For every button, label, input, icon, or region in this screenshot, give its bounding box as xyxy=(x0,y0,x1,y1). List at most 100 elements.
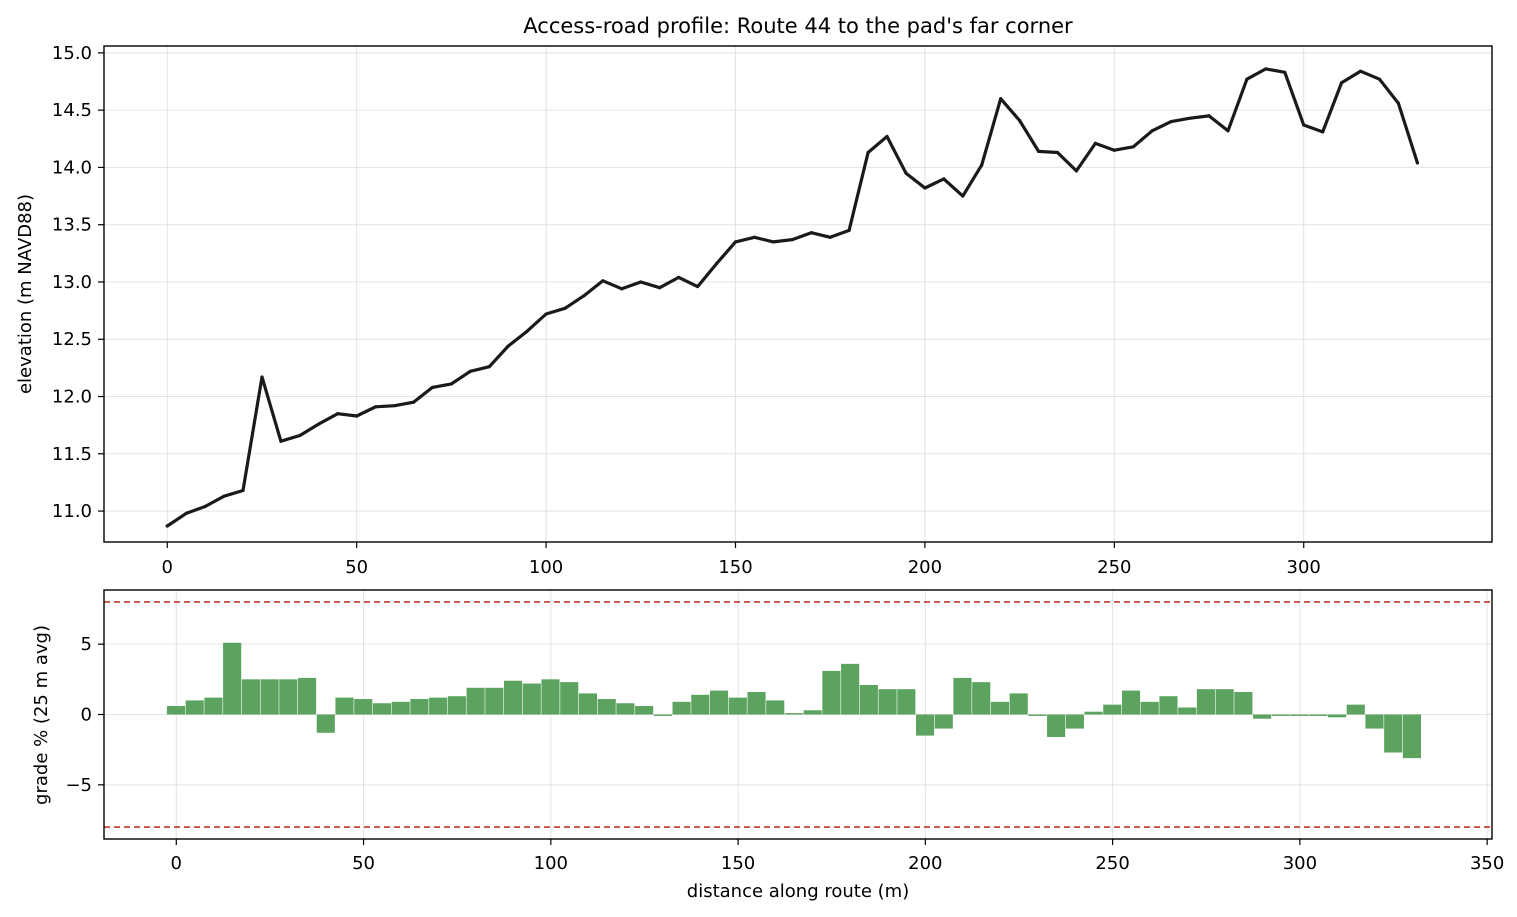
elevation-y-tick-label-0: 11.0 xyxy=(52,501,92,522)
grade-bar-3 xyxy=(223,642,242,715)
grade-bar-10 xyxy=(354,699,373,715)
elevation-point-44 xyxy=(999,97,1003,101)
grade-bar-11 xyxy=(372,703,392,715)
grade-bar-59 xyxy=(1271,714,1290,716)
grade-bar-16 xyxy=(466,687,485,715)
elevation-y-tick-label-8: 15.0 xyxy=(52,43,92,64)
grade-bar-30 xyxy=(728,697,747,715)
elevation-point-42 xyxy=(961,194,965,198)
grade-bar-55 xyxy=(1196,689,1215,715)
grade-bar-57 xyxy=(1234,691,1253,715)
elevation-point-27 xyxy=(677,275,681,279)
grade-bar-51 xyxy=(1121,690,1141,715)
elevation-point-60 xyxy=(1302,123,1306,127)
grade-bar-39 xyxy=(897,689,916,715)
grade-y-axis-label: grade % (25 m avg) xyxy=(31,625,52,805)
elevation-point-37 xyxy=(866,150,870,155)
elevation-point-35 xyxy=(828,235,832,239)
grade-bar-0 xyxy=(166,706,186,715)
elevation-point-9 xyxy=(336,412,340,416)
elevation-point-63 xyxy=(1358,69,1363,73)
grade-bar-24 xyxy=(616,703,635,715)
elevation-point-61 xyxy=(1321,130,1325,134)
elevation-point-11 xyxy=(374,405,378,409)
grade-x-tick-label-6: 300 xyxy=(1283,853,1317,874)
elevation-point-64 xyxy=(1377,77,1382,81)
elevation-x-tick-label-0: 0 xyxy=(162,557,173,578)
elevation-x-tick-label-6: 300 xyxy=(1287,557,1321,578)
grade-x-tick-label-7: 350 xyxy=(1470,853,1504,874)
grade-bar-22 xyxy=(578,693,598,715)
grade-bar-42 xyxy=(953,677,972,715)
elevation-point-66 xyxy=(1415,161,1419,165)
elevation-point-52 xyxy=(1150,129,1154,133)
elevation-point-55 xyxy=(1207,114,1211,118)
elevation-grid xyxy=(104,46,1492,542)
elevation-y-tick-label-6: 14.0 xyxy=(52,157,92,178)
grade-bar-37 xyxy=(859,684,878,715)
grade-bar-65 xyxy=(1384,714,1403,753)
elevation-x-tick-label-5: 250 xyxy=(1097,557,1131,578)
grade-bar-35 xyxy=(822,670,841,715)
grade-bar-9 xyxy=(335,697,354,715)
grade-y-tick-label-0: −5 xyxy=(65,775,92,796)
grade-bar-4 xyxy=(241,679,260,715)
grade-bar-32 xyxy=(766,700,785,715)
grade-bar-21 xyxy=(560,682,579,715)
elevation-point-2 xyxy=(203,504,207,509)
elevation-x-tick-label-2: 100 xyxy=(529,557,563,578)
elevation-plot-frame xyxy=(103,45,1493,543)
elevation-point-34 xyxy=(809,231,813,235)
grade-y-tick-label-1: 0 xyxy=(81,705,92,726)
elevation-panel: 0 50 100 150 200 250 300 11.0 11.5 12.0 12.5 13.0 13… xyxy=(15,43,1493,578)
elevation-point-18 xyxy=(506,344,510,348)
elevation-point-58 xyxy=(1264,67,1268,71)
grade-bar-15 xyxy=(447,696,466,715)
elevation-point-21 xyxy=(563,306,567,310)
elevation-point-48 xyxy=(1074,169,1079,173)
elevation-point-10 xyxy=(355,414,359,418)
grade-plot-frame xyxy=(103,589,1493,840)
elevation-point-5 xyxy=(260,375,264,379)
grade-bar-23 xyxy=(597,699,616,715)
elevation-point-20 xyxy=(544,312,548,316)
elevation-point-24 xyxy=(620,287,624,291)
grade-bar-13 xyxy=(410,699,429,715)
grade-bar-29 xyxy=(709,690,729,715)
elevation-point-38 xyxy=(885,134,889,139)
elevation-point-14 xyxy=(430,385,435,389)
grade-bar-8 xyxy=(316,714,335,733)
elevation-point-56 xyxy=(1226,129,1230,133)
elevation-point-19 xyxy=(525,329,529,333)
grade-bar-61 xyxy=(1309,714,1328,716)
grade-bar-17 xyxy=(485,687,504,715)
grade-bar-40 xyxy=(915,714,935,736)
elevation-point-1 xyxy=(184,511,188,515)
elevation-point-13 xyxy=(411,400,416,404)
elevation-marks xyxy=(165,67,1420,528)
grade-bar-45 xyxy=(1009,693,1028,715)
grade-x-tick-label-4: 200 xyxy=(908,853,942,874)
grade-bar-18 xyxy=(504,680,523,715)
elevation-point-49 xyxy=(1093,141,1097,145)
grade-bar-31 xyxy=(747,691,766,715)
elevation-point-45 xyxy=(1018,118,1022,123)
elevation-point-53 xyxy=(1169,120,1173,124)
elevation-x-tick-label-3: 150 xyxy=(718,557,752,578)
elevation-point-65 xyxy=(1396,101,1401,105)
elevation-y-tick-label-7: 14.5 xyxy=(52,100,92,121)
elevation-series-line-0 xyxy=(165,67,1420,528)
elevation-point-31 xyxy=(752,235,757,239)
elevation-y-tick-label-5: 13.5 xyxy=(52,215,92,236)
elevation-point-25 xyxy=(639,280,643,284)
elevation-y-tick-label-4: 13.0 xyxy=(52,272,92,293)
elevation-point-16 xyxy=(468,369,472,373)
grade-marks xyxy=(104,601,1492,828)
elevation-point-32 xyxy=(771,240,775,244)
grade-bar-38 xyxy=(878,689,897,715)
grade-bar-49 xyxy=(1084,711,1103,715)
grade-bar-52 xyxy=(1140,701,1159,715)
elevation-point-36 xyxy=(847,228,851,233)
grade-bar-6 xyxy=(279,679,298,715)
grade-x-tick-label-5: 250 xyxy=(1095,853,1129,874)
